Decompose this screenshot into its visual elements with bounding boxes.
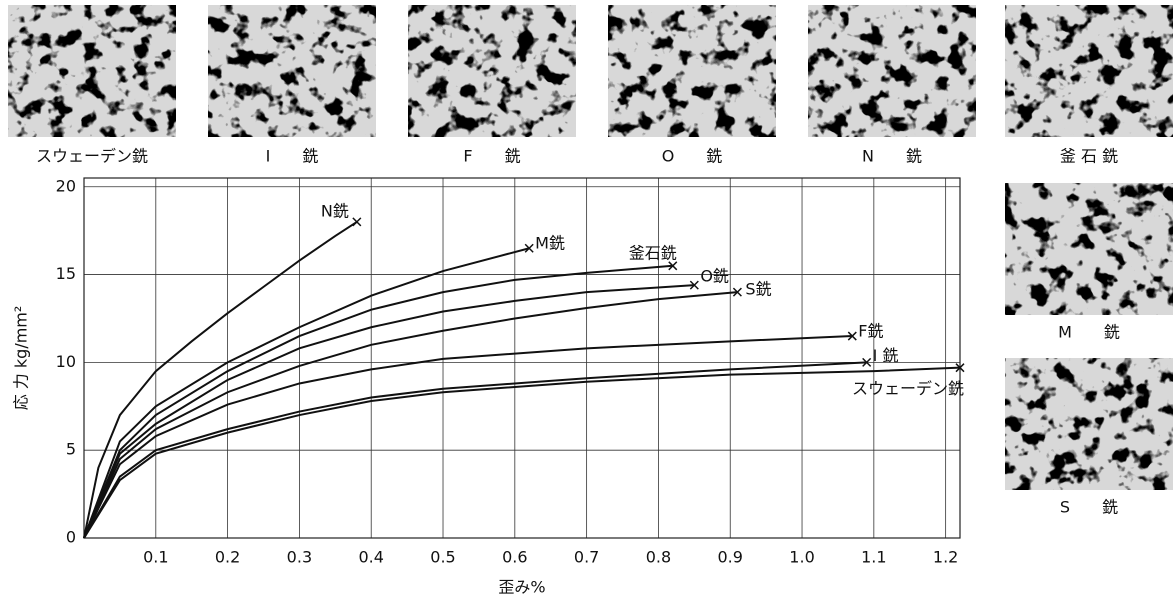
x-tick-label: 0.9 xyxy=(718,548,743,567)
series-label: F銑 xyxy=(858,322,883,341)
series-line xyxy=(84,292,737,538)
x-tick-label: 0.5 xyxy=(430,548,455,567)
micrograph xyxy=(608,5,776,137)
x-tick-label: 0.6 xyxy=(502,548,527,567)
micrograph-label: S 銑 xyxy=(1060,498,1118,517)
x-tick-label: 0.7 xyxy=(574,548,599,567)
micrograph xyxy=(208,5,376,137)
series-line xyxy=(84,266,673,538)
micrograph-label: スウェーデン銑 xyxy=(36,147,148,166)
micrograph-label: F 銑 xyxy=(463,147,520,166)
x-tick-label: 0.8 xyxy=(646,548,671,567)
y-tick-label: 5 xyxy=(66,440,76,459)
end-marker xyxy=(353,218,361,226)
micrograph xyxy=(808,5,976,137)
series-label: I 銑 xyxy=(873,346,899,365)
y-tick-label: 10 xyxy=(56,352,76,371)
series-label: スウェーデン銑 xyxy=(852,379,964,398)
series-label: O銑 xyxy=(700,267,729,286)
series-line xyxy=(84,248,529,538)
x-tick-label: 0.3 xyxy=(287,548,312,567)
series-label: S銑 xyxy=(745,280,771,299)
x-tick-label: 1.2 xyxy=(933,548,958,567)
micrograph-label: 釜 石 銑 xyxy=(1060,147,1118,166)
x-axis-label: 歪み% xyxy=(498,578,545,597)
x-tick-label: 0.4 xyxy=(358,548,383,567)
micrograph xyxy=(8,5,176,137)
micrograph xyxy=(408,5,576,137)
series-line xyxy=(84,285,694,538)
plot-frame xyxy=(84,178,960,538)
x-tick-label: 0.2 xyxy=(215,548,240,567)
micrograph-label: M 銑 xyxy=(1058,323,1120,342)
x-tick-label: 1.1 xyxy=(861,548,886,567)
micrograph-label: O 銑 xyxy=(662,147,723,166)
series-label: N銑 xyxy=(321,201,349,220)
y-axis-label: 応 力 kg/mm² xyxy=(12,306,31,411)
micrograph-label: N 銑 xyxy=(862,147,922,166)
series-label: 釜石銑 xyxy=(629,243,677,262)
micrograph xyxy=(1005,358,1173,490)
micrograph-label: I 銑 xyxy=(266,147,319,166)
y-tick-label: 20 xyxy=(56,176,76,195)
micrograph xyxy=(1005,183,1173,315)
y-tick-label: 0 xyxy=(66,528,76,547)
series-label: M銑 xyxy=(535,234,565,253)
x-tick-label: 0.1 xyxy=(143,548,168,567)
figure: スウェーデン銑 I 銑 F 銑 O 銑 N 銑 釜 石 銑 M 銑 S 銑 0 5 10 15 20 0.… xyxy=(0,0,1173,603)
x-tick-label: 1.0 xyxy=(789,548,814,567)
micrograph xyxy=(1005,5,1173,137)
y-tick-label: 15 xyxy=(56,264,76,283)
series-line xyxy=(84,368,960,538)
